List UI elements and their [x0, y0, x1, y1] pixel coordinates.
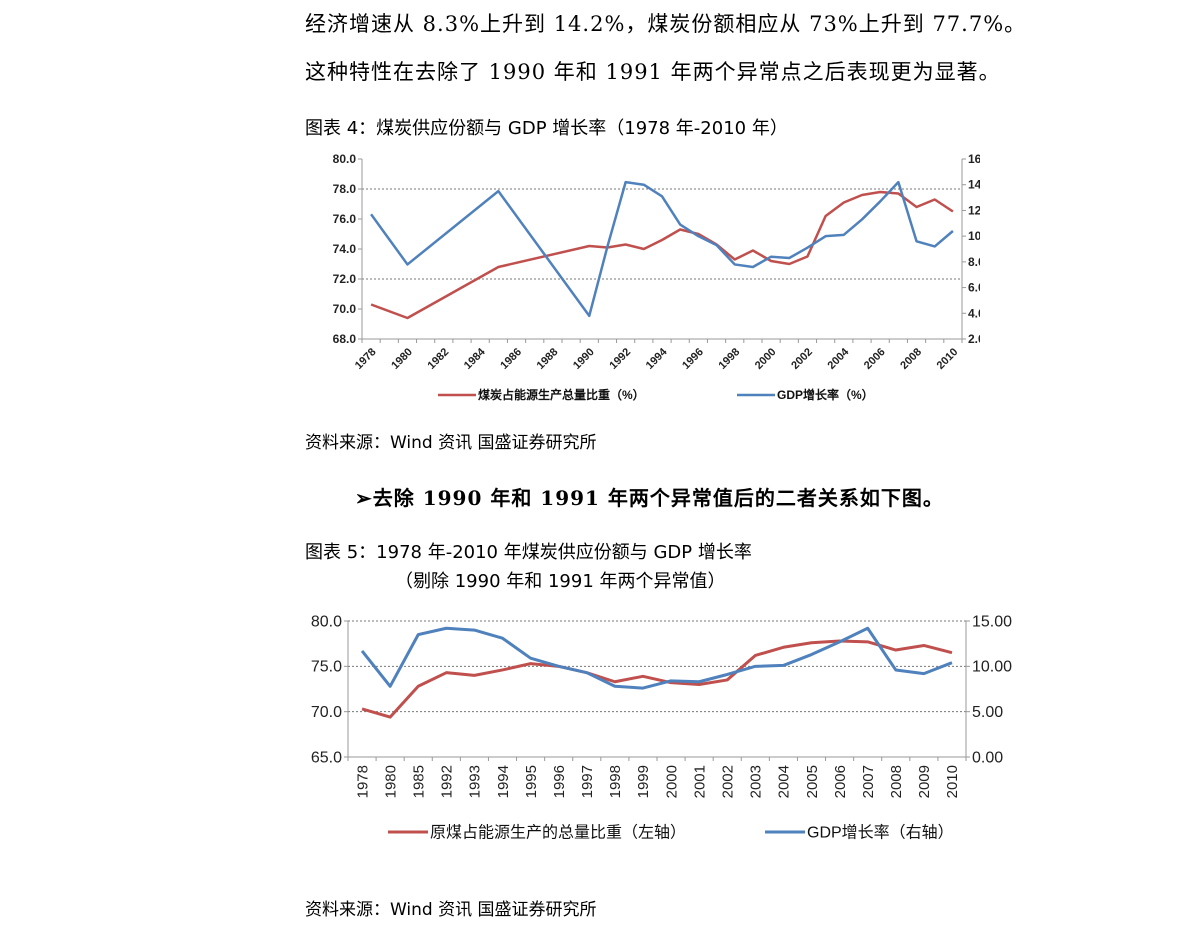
y-right-tick-label: 5.00: [972, 704, 1003, 721]
y-left-tick-label: 72.0: [333, 272, 357, 286]
x-tick-label: 1999: [635, 765, 652, 798]
chart-coal-gdp-full: 68.0 70.0 72.0 74.0 76.0 78.0 80.0 2.00 4.00 6.00…: [333, 152, 980, 402]
x-tick-label: 1996: [551, 765, 568, 798]
x-tick-label: 1997: [579, 765, 596, 798]
x-tick-label: 2006: [862, 346, 888, 372]
figure-caption: 图表 4：煤炭供应份额与 GDP 增长率（1978 年-2010 年）: [305, 118, 788, 139]
x-tick-label: 2006: [832, 765, 849, 798]
series-line-coal-share: [370, 190, 954, 320]
legend-label: GDP增长率（%）: [777, 387, 874, 402]
y-right-tick-label: 10.00: [972, 659, 1012, 676]
legend-label: GDP增长率（右轴）: [807, 823, 954, 841]
x-tick-label: 2008: [888, 765, 905, 798]
y-right-tick-label: 16.00: [968, 152, 980, 166]
figure-caption: 图表 5：1978 年-2010 年煤炭供应份额与 GDP 增长率: [305, 542, 752, 563]
y-right-tick-label: 8.00: [968, 255, 980, 269]
x-tick-label: 2004: [776, 765, 793, 798]
x-tick-label: 2010: [935, 346, 961, 372]
x-tick-label: 2004: [826, 345, 852, 371]
y-left-tick-label: 70.0: [311, 704, 342, 721]
y-left-tick-label: 78.0: [333, 182, 357, 196]
x-tick-label: 1978: [353, 346, 379, 372]
y-right-tick-label: 2.00: [968, 332, 980, 346]
y-right-tick-label: 6.00: [968, 281, 980, 295]
x-tick-label: 1980: [382, 765, 399, 798]
x-tick-label: 1998: [607, 765, 624, 798]
paragraph-line: 经济增速从 8.3%上升到 14.2%，煤炭份额相应从 73%上升到 77.7%…: [305, 12, 1027, 36]
y-left-tick-label: 70.0: [333, 302, 357, 316]
x-tick-label: 1994: [495, 765, 512, 798]
x-tick-label: 2000: [753, 346, 779, 372]
series-line-gdp-growth: [370, 180, 954, 318]
x-tick-label: 1980: [389, 346, 415, 372]
x-tick-label: 1990: [571, 346, 597, 372]
x-tick-label: 1994: [644, 345, 670, 371]
x-tick-label: 1984: [462, 345, 488, 371]
series-line-coal-share: [361, 639, 953, 719]
x-tick-label: 1978: [354, 765, 371, 798]
x-tick-label: 2003: [748, 765, 765, 798]
x-tick-label: 2000: [663, 765, 680, 798]
x-tick-label: 1996: [680, 346, 706, 372]
x-tick-label: 1985: [410, 765, 427, 798]
source-note: 资料来源：Wind 资讯 国盛证券研究所: [305, 433, 597, 453]
x-tick-label: 1988: [535, 346, 561, 372]
x-tick-label: 1998: [716, 346, 742, 372]
x-tick-label: 1993: [467, 765, 484, 798]
x-tick-label: 2001: [691, 765, 708, 798]
x-tick-label: 2002: [789, 346, 815, 372]
figure-caption-sub: （剔除 1990 年和 1991 年两个异常值）: [395, 571, 726, 592]
y-right-tick-label: 14.00: [968, 178, 980, 192]
y-right-tick-label: 12.00: [968, 203, 980, 217]
x-tick-label: 1992: [607, 346, 633, 372]
legend-label: 原煤占能源生产的总量比重（左轴）: [430, 823, 686, 841]
paragraph-line: 这种特性在去除了 1990 年和 1991 年两个异常点之后表现更为显著。: [305, 60, 1001, 84]
y-right-tick-label: 0.00: [972, 749, 1003, 766]
y-right-tick-label: 15.00: [972, 613, 1012, 630]
y-left-tick-label: 65.0: [311, 749, 342, 766]
y-left-tick-label: 80.0: [333, 152, 357, 166]
x-tick-label: 2007: [860, 765, 877, 798]
x-tick-label: 1992: [439, 765, 456, 798]
source-note: 资料来源：Wind 资讯 国盛证券研究所: [305, 900, 597, 920]
x-tick-label: 2002: [719, 765, 736, 798]
x-tick-label: 1982: [426, 346, 452, 372]
x-tick-label: 2005: [804, 765, 821, 798]
y-right-tick-label: 4.00: [968, 306, 980, 320]
chart-coal-gdp-excluded: 65.0 70.0 75.0 80.0 0.00 5.00 10.00 15.00 1978 19…: [311, 613, 1012, 841]
bullet-text: ➢去除 1990 年和 1991 年两个异常值后的二者关系如下图。: [355, 486, 944, 510]
y-left-tick-label: 80.0: [311, 613, 342, 630]
legend-label: 煤炭占能源生产总量比重（%）: [478, 387, 645, 402]
y-left-tick-label: 68.0: [333, 332, 357, 346]
y-left-tick-label: 76.0: [333, 212, 357, 226]
x-tick-label: 2008: [898, 346, 924, 372]
y-left-tick-label: 75.0: [311, 659, 342, 676]
x-tick-label: 1986: [498, 346, 524, 372]
x-tick-label: 2009: [916, 765, 933, 798]
y-right-tick-label: 10.00: [968, 229, 980, 243]
y-left-tick-label: 74.0: [333, 242, 357, 256]
series-line-gdp-growth: [360, 626, 953, 690]
x-tick-label: 1995: [523, 765, 540, 798]
x-tick-label: 2010: [944, 765, 961, 798]
